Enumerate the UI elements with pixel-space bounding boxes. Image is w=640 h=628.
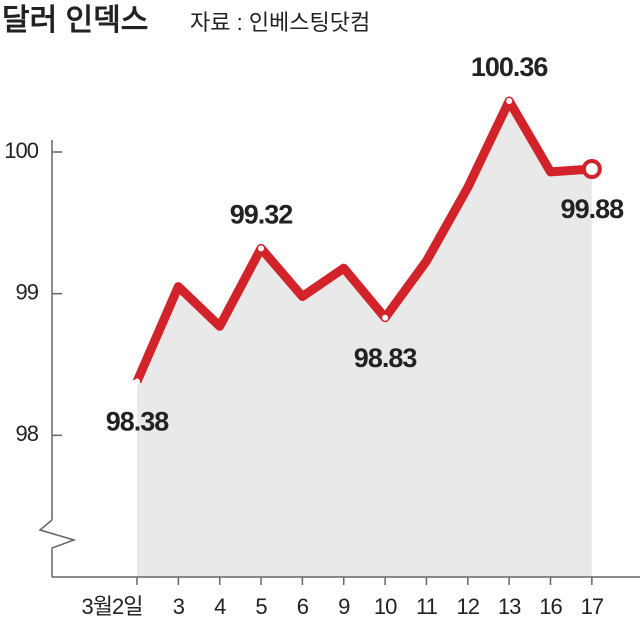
- chart-title: 달러 인덱스: [2, 4, 148, 37]
- x-tick-label: 13: [498, 594, 521, 619]
- x-tick-label: 4: [214, 594, 226, 619]
- area: [137, 101, 592, 577]
- value-label: 99.32: [230, 199, 293, 229]
- point: [506, 98, 513, 104]
- y-tick-label: 98: [16, 421, 39, 446]
- x-tick-label: 6: [297, 594, 309, 619]
- value-label: 98.38: [106, 407, 170, 437]
- point: [134, 378, 140, 385]
- x-tick-label: 5: [255, 594, 267, 619]
- y-tick-label: 100: [4, 138, 38, 163]
- point: [581, 159, 602, 179]
- x-tick-label: 3: [173, 594, 185, 619]
- x-tick-label: 9: [338, 594, 350, 619]
- x-tick-label: 3월2일: [82, 594, 143, 619]
- x-tick-label: 11: [416, 594, 438, 619]
- x-tick-label: 12: [457, 594, 480, 619]
- value-label: 100.36: [471, 52, 549, 82]
- line: [132, 96, 593, 384]
- value-label: 98.83: [354, 343, 418, 373]
- x-tick-label: 16: [539, 594, 562, 619]
- point: [382, 314, 389, 321]
- axes: [38, 140, 640, 578]
- x-tick-label: 17: [581, 594, 604, 619]
- value-label: 99.88: [561, 194, 625, 224]
- chart-subtitle: 자료 : 인베스팅닷컴: [190, 10, 370, 35]
- point: [258, 245, 265, 252]
- axis-break: [38, 519, 77, 577]
- x-tick-label: 10: [374, 594, 397, 619]
- y-tick-label: 99: [16, 279, 39, 304]
